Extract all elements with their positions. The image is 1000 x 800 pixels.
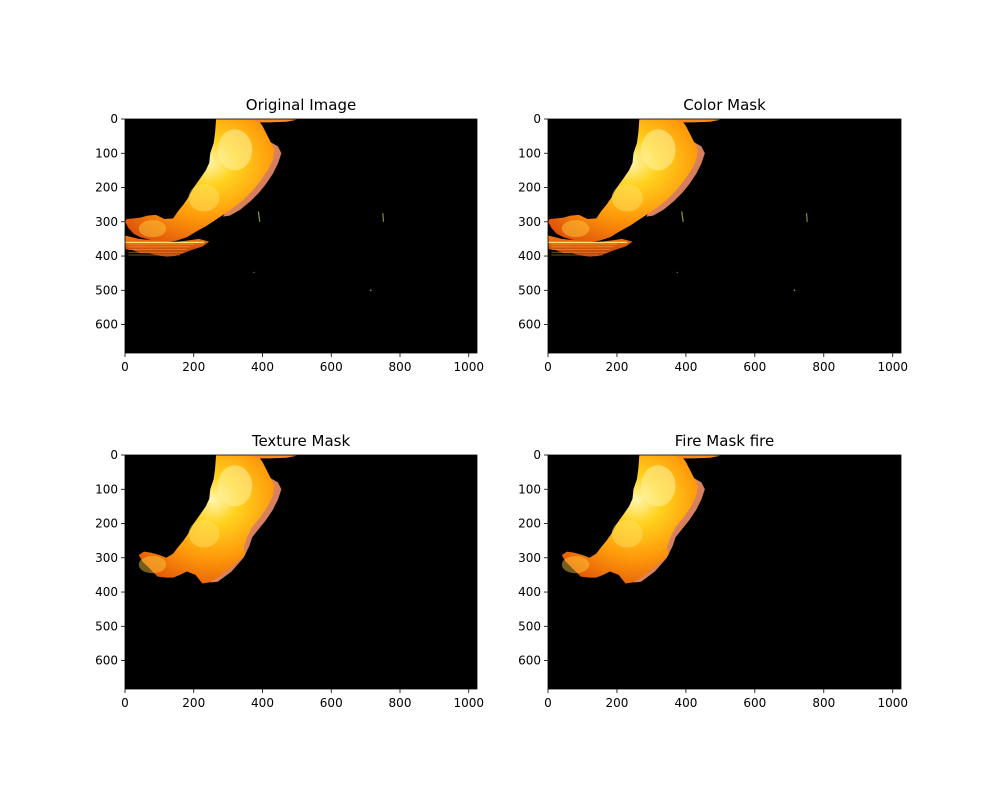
y-tick-label: 300 bbox=[518, 551, 541, 565]
y-tick-label: 500 bbox=[518, 619, 541, 633]
y-tick-label: 500 bbox=[95, 283, 118, 297]
y-tick-label: 100 bbox=[518, 482, 541, 496]
fire-top-streak bbox=[672, 119, 721, 123]
fire-top-streak bbox=[248, 119, 297, 123]
fire-top-streak bbox=[672, 455, 721, 459]
axes-frame bbox=[547, 118, 902, 354]
axes-frame bbox=[547, 454, 902, 690]
x-tick-label: 0 bbox=[544, 696, 552, 710]
x-tick-label: 0 bbox=[121, 696, 129, 710]
y-tick-label: 0 bbox=[533, 448, 541, 462]
x-tick-label: 800 bbox=[389, 696, 412, 710]
y-tick-label: 100 bbox=[518, 146, 541, 160]
y-tick-label: 600 bbox=[518, 654, 541, 668]
fire-image bbox=[548, 119, 808, 292]
stray-pixel bbox=[793, 289, 796, 292]
y-tick-label: 0 bbox=[110, 448, 118, 462]
fire-image bbox=[561, 455, 721, 584]
y-tick-label: 100 bbox=[95, 146, 118, 160]
x-tick-label: 1000 bbox=[877, 360, 908, 374]
y-tick-label: 600 bbox=[95, 318, 118, 332]
stray-pixel bbox=[681, 211, 684, 222]
y-tick-label: 200 bbox=[518, 517, 541, 531]
y-tick-label: 400 bbox=[518, 249, 541, 263]
fire-core bbox=[641, 129, 676, 171]
y-tick-label: 200 bbox=[95, 517, 118, 531]
fire-image bbox=[125, 119, 385, 292]
x-tick-label: 200 bbox=[605, 696, 628, 710]
stray-pixel bbox=[253, 271, 255, 274]
x-tick-label: 200 bbox=[182, 360, 205, 374]
panel-title: Original Image bbox=[246, 96, 356, 114]
x-tick-label: 800 bbox=[812, 360, 835, 374]
fire-core bbox=[611, 520, 643, 548]
x-tick-label: 600 bbox=[320, 696, 343, 710]
x-tick-label: 400 bbox=[674, 696, 697, 710]
x-tick-label: 1000 bbox=[453, 696, 484, 710]
panel-title: Fire Mask fire bbox=[675, 432, 774, 450]
fire-core bbox=[561, 556, 590, 574]
stray-pixel bbox=[805, 213, 808, 222]
fire-core bbox=[641, 465, 676, 507]
panel-title: Color Mask bbox=[683, 96, 766, 114]
stray-pixel bbox=[369, 289, 372, 292]
x-tick-label: 1000 bbox=[877, 696, 908, 710]
y-tick-label: 400 bbox=[518, 585, 541, 599]
x-tick-label: 800 bbox=[389, 360, 412, 374]
fire-core bbox=[138, 556, 167, 574]
panel-2: Color Mask 0 200 400 600 800 1000 0 100 200 300 400… bbox=[518, 96, 908, 374]
y-tick-label: 200 bbox=[95, 181, 118, 195]
x-tick-label: 400 bbox=[251, 360, 274, 374]
y-tick-label: 500 bbox=[95, 619, 118, 633]
reflection-region bbox=[125, 235, 210, 257]
fire-core bbox=[188, 184, 220, 212]
fire-core bbox=[188, 520, 220, 548]
y-tick-label: 500 bbox=[518, 283, 541, 297]
stray-pixel bbox=[382, 213, 385, 222]
y-tick-label: 600 bbox=[95, 654, 118, 668]
stray-pixel bbox=[257, 211, 261, 222]
x-tick-label: 0 bbox=[544, 360, 552, 374]
stray-pixel bbox=[676, 271, 678, 274]
x-tick-label: 600 bbox=[743, 696, 766, 710]
x-tick-label: 400 bbox=[251, 696, 274, 710]
x-tick-label: 400 bbox=[674, 360, 697, 374]
x-tick-label: 200 bbox=[182, 696, 205, 710]
x-tick-label: 0 bbox=[121, 360, 129, 374]
y-tick-label: 400 bbox=[95, 249, 118, 263]
reflection-region bbox=[548, 235, 633, 257]
axes-frame bbox=[124, 118, 478, 354]
y-tick-label: 200 bbox=[518, 181, 541, 195]
panel-1: Original Image 0 200 400 600 800 1000 0 100 200 30… bbox=[95, 96, 484, 374]
fire-core bbox=[561, 220, 590, 238]
y-tick-label: 0 bbox=[533, 112, 541, 126]
fire-core bbox=[611, 184, 643, 212]
y-tick-label: 0 bbox=[110, 112, 118, 126]
fire-core bbox=[217, 465, 253, 507]
y-tick-label: 400 bbox=[95, 585, 118, 599]
x-tick-label: 600 bbox=[743, 360, 766, 374]
x-tick-label: 1000 bbox=[453, 360, 484, 374]
panel-3: Texture Mask 0 200 400 600 800 1000 0 100 200 300 4… bbox=[95, 432, 484, 710]
y-tick-label: 300 bbox=[95, 215, 118, 229]
x-tick-label: 800 bbox=[812, 696, 835, 710]
fire-image bbox=[138, 455, 297, 584]
fire-core bbox=[138, 220, 167, 238]
y-tick-label: 300 bbox=[95, 551, 118, 565]
fire-top-streak bbox=[248, 455, 297, 459]
panel-title: Texture Mask bbox=[251, 432, 351, 450]
axes-frame bbox=[124, 454, 478, 690]
x-tick-label: 600 bbox=[320, 360, 343, 374]
fire-core bbox=[217, 129, 253, 171]
y-tick-label: 300 bbox=[518, 215, 541, 229]
panel-4: Fire Mask fire 0 200 400 600 800 1000 0 100 200 30… bbox=[518, 432, 908, 710]
y-tick-label: 100 bbox=[95, 482, 118, 496]
y-tick-label: 600 bbox=[518, 318, 541, 332]
x-tick-label: 200 bbox=[605, 360, 628, 374]
